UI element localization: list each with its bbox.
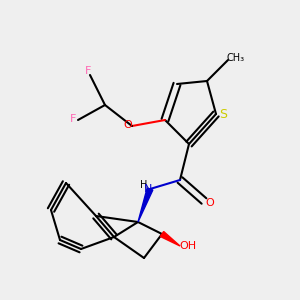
Polygon shape: [138, 188, 153, 222]
Polygon shape: [160, 232, 180, 246]
Text: O: O: [205, 197, 214, 208]
Text: OH: OH: [179, 241, 196, 251]
Text: S: S: [220, 107, 227, 121]
Text: O: O: [123, 119, 132, 130]
Text: H: H: [140, 179, 148, 190]
Text: N: N: [144, 184, 153, 194]
Text: F: F: [85, 65, 92, 76]
Text: CH₃: CH₃: [226, 53, 244, 64]
Text: F: F: [70, 113, 77, 124]
